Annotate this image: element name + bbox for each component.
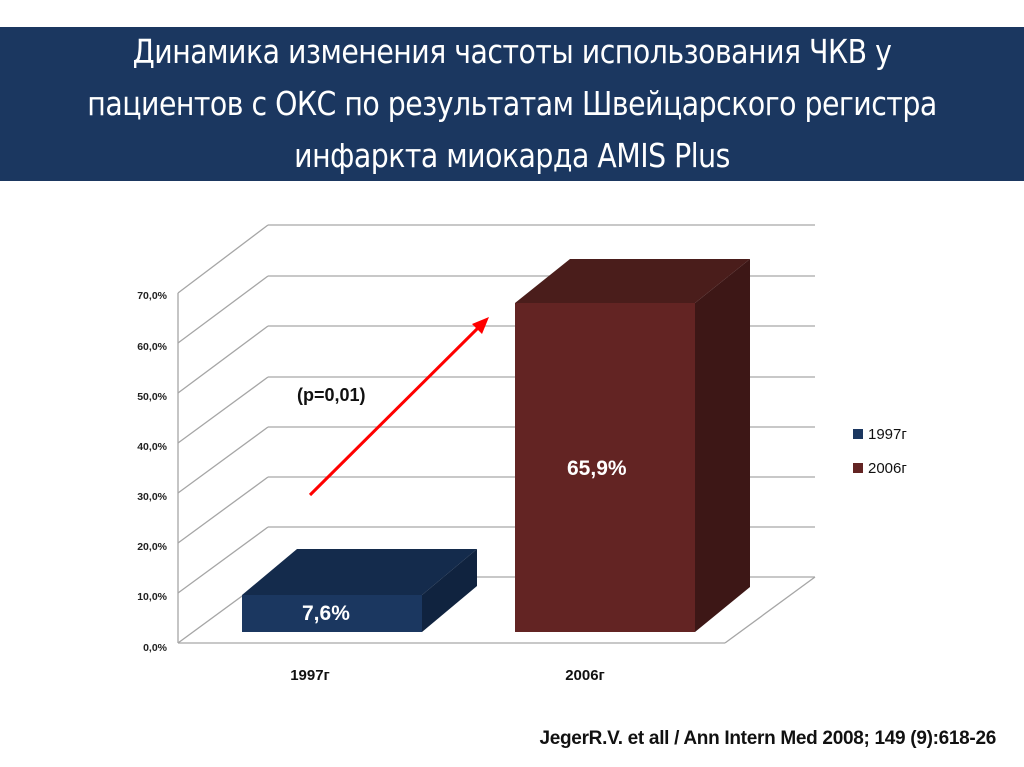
ytick-60: 60,0% <box>137 341 167 353</box>
ytick-50: 50,0% <box>137 391 167 403</box>
y-axis-ticks: 0,0% 10,0% 20,0% 30,0% 40,0% 50,0% 60,0%… <box>137 290 167 654</box>
ytick-70: 70,0% <box>137 290 167 302</box>
legend-swatch-2006 <box>853 463 863 473</box>
x-category-1997: 1997г <box>290 667 330 684</box>
slide-title: Динамика изменения частоты использования… <box>87 32 937 175</box>
ytick-10: 10,0% <box>137 591 167 603</box>
citation: JegerR.V. et all / Ann Intern Med 2008; … <box>539 728 996 749</box>
bar-label-2006: 65,9% <box>567 457 627 480</box>
legend: 1997г 2006г <box>853 424 907 492</box>
trend-arrow <box>308 317 489 497</box>
bar-2006 <box>515 259 750 632</box>
x-category-2006: 2006г <box>565 667 605 684</box>
ytick-30: 30,0% <box>137 491 167 503</box>
bar-1997 <box>242 549 477 632</box>
legend-swatch-1997 <box>853 429 863 439</box>
ytick-40: 40,0% <box>137 441 167 453</box>
ytick-0: 0,0% <box>143 642 168 654</box>
bar-label-1997: 7,6% <box>302 602 350 625</box>
title-band: Динамика изменения частоты использования… <box>0 27 1024 181</box>
legend-item-1997: 1997г <box>853 424 907 444</box>
legend-item-2006: 2006г <box>853 458 907 478</box>
legend-label-1997: 1997г <box>868 425 907 443</box>
ytick-20: 20,0% <box>137 541 167 553</box>
p-value-annotation: (p=0,01) <box>297 385 366 405</box>
legend-label-2006: 2006г <box>868 459 907 477</box>
